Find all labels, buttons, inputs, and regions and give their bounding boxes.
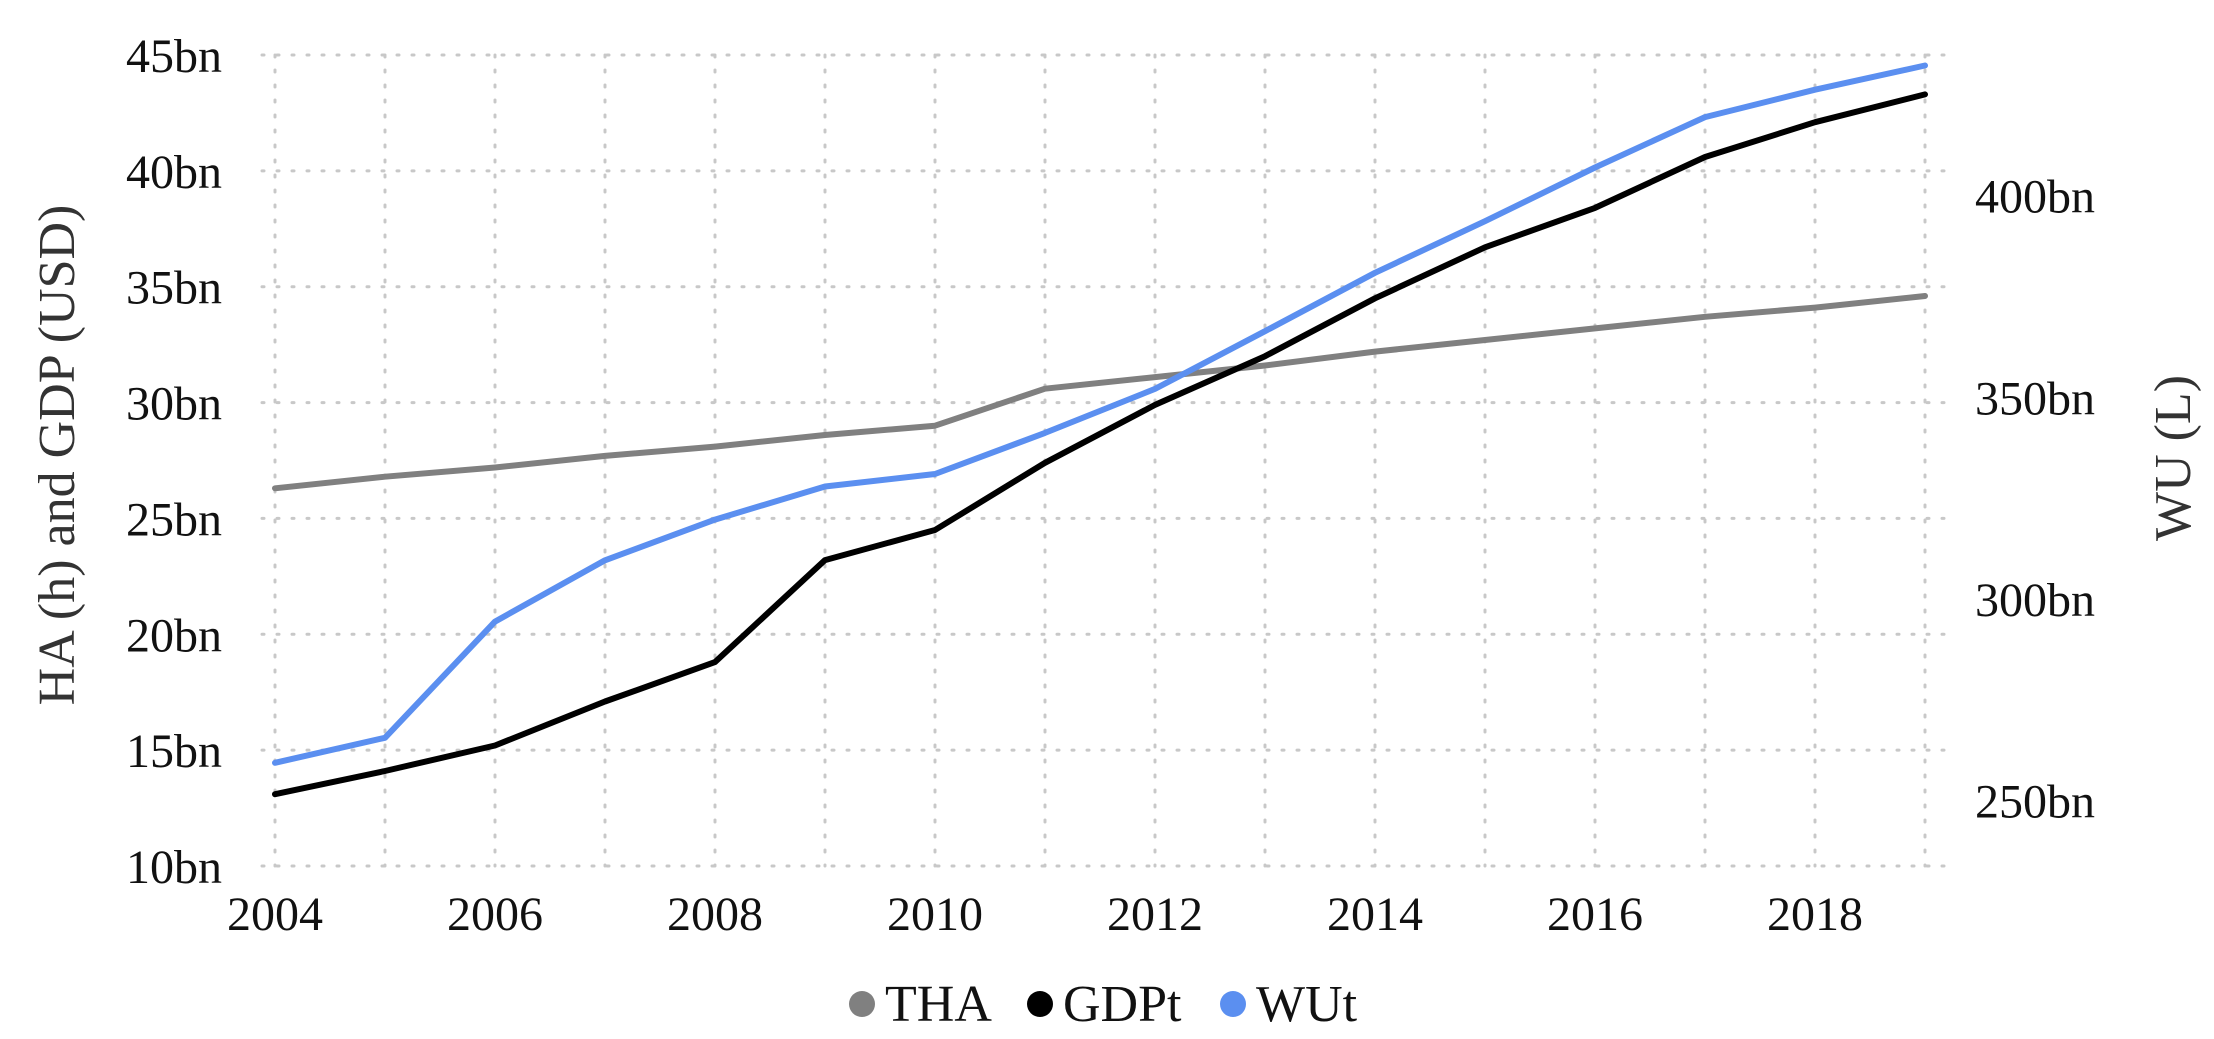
left-tick-label: 15bn (126, 725, 222, 778)
left-tick-label: 45bn (126, 30, 222, 83)
left-tick-label: 30bn (126, 378, 222, 431)
legend: THA GDPt WUt (849, 976, 1358, 1033)
grid-lines (260, 53, 1952, 868)
right-y-axis: 250bn 300bn 350bn 400bn (1975, 171, 2095, 829)
series-lines (272, 62, 1928, 798)
legend-label-gdpt: GDPt (1063, 976, 1182, 1033)
legend-marker-gdpt (1027, 991, 1053, 1017)
left-tick-label: 35bn (126, 262, 222, 315)
legend-marker-tha (849, 991, 875, 1017)
x-tick-label: 2018 (1767, 888, 1863, 941)
series-line-tha (272, 293, 1928, 492)
right-axis-title: WU (L) (2145, 375, 2202, 541)
x-tick-label: 2004 (227, 888, 323, 941)
legend-label-tha: THA (885, 976, 992, 1033)
x-axis: 2004 2006 2008 2010 2012 2014 2016 2018 (227, 888, 1863, 941)
left-axis-title: HA (h) and GDP (USD) (29, 205, 86, 706)
left-tick-label: 20bn (126, 609, 222, 662)
legend-marker-wut (1220, 991, 1246, 1017)
left-tick-label: 10bn (126, 841, 222, 894)
x-tick-label: 2014 (1327, 888, 1423, 941)
right-tick-label: 250bn (1975, 776, 2095, 829)
x-tick-label: 2016 (1547, 888, 1643, 941)
series-line-gdpt (272, 91, 1928, 798)
left-tick-label: 25bn (126, 493, 222, 546)
x-tick-label: 2006 (447, 888, 543, 941)
left-tick-label: 40bn (126, 146, 222, 199)
series-line-wut (272, 62, 1928, 766)
right-tick-label: 400bn (1975, 171, 2095, 224)
right-tick-label: 300bn (1975, 574, 2095, 627)
right-tick-label: 350bn (1975, 372, 2095, 425)
x-tick-label: 2010 (887, 888, 983, 941)
legend-label-wut: WUt (1256, 976, 1358, 1033)
left-y-axis: 10bn 15bn 20bn 25bn 30bn 35bn 40bn 45bn (126, 30, 222, 894)
x-tick-label: 2008 (667, 888, 763, 941)
x-tick-label: 2012 (1107, 888, 1203, 941)
